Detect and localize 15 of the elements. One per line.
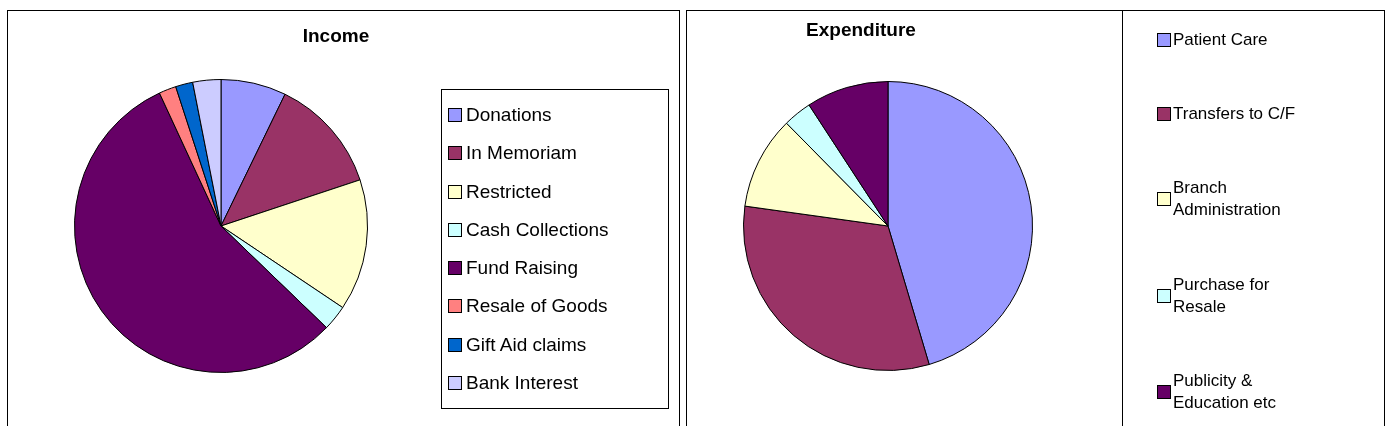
legend-label: Transfers to C/F xyxy=(1173,103,1296,126)
legend-label: Branch Administration xyxy=(1173,177,1282,222)
chart-title: Expenditure xyxy=(806,19,916,41)
legend-label: Fund Raising xyxy=(466,257,578,280)
legend-label: Restricted xyxy=(466,180,552,203)
legend-label: Donations xyxy=(466,104,552,127)
legend-label: Bank Interest xyxy=(466,371,578,394)
legend-label: Publicity & Education etc xyxy=(1173,369,1277,414)
legend-label: Resale of Goods xyxy=(466,295,608,318)
legend-label: Cash Collections xyxy=(466,218,609,241)
legend-label: Gift Aid claims xyxy=(466,333,587,356)
legend-label: Purchase for Resale xyxy=(1173,273,1271,318)
legend-label: Patient Care xyxy=(1173,29,1268,51)
chart-title: Income xyxy=(302,25,370,47)
legend-label: In Memoriam xyxy=(466,142,577,165)
